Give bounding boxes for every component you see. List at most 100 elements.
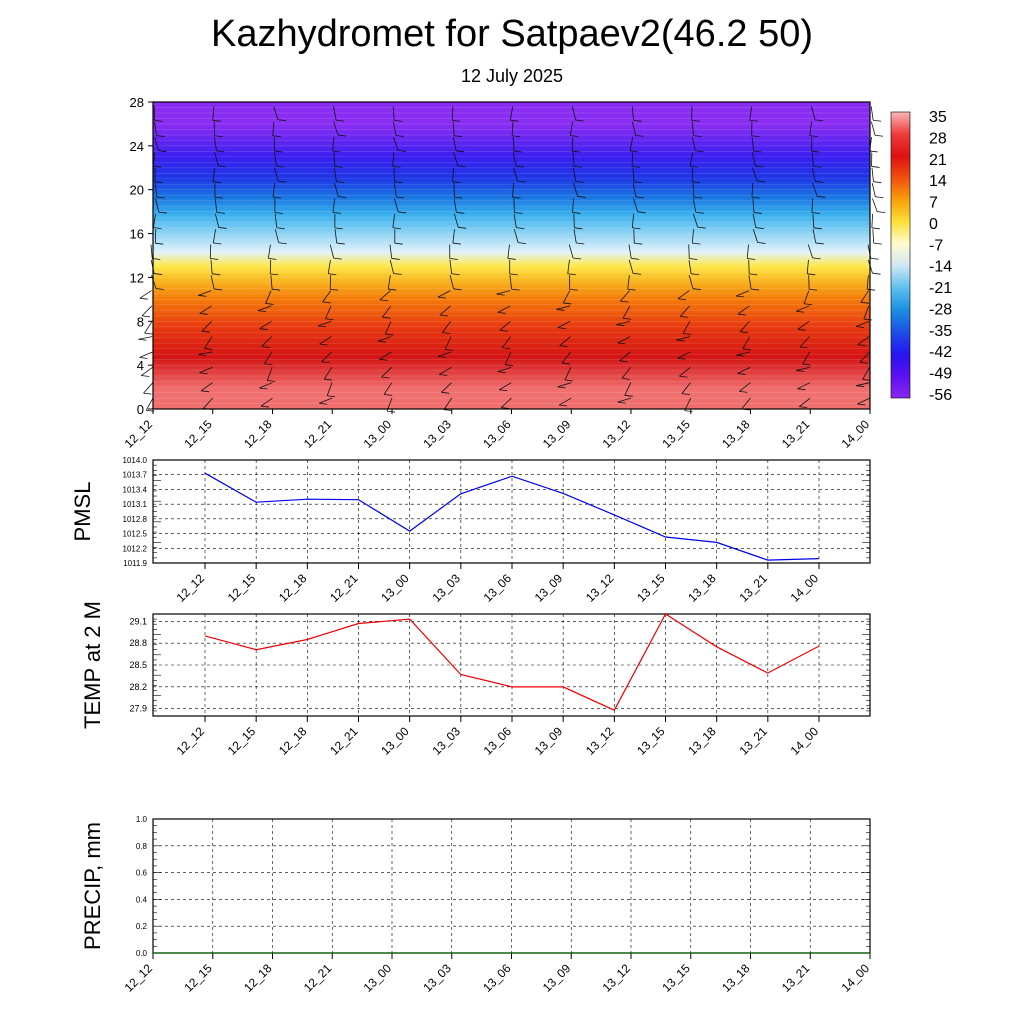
wind-barb [621,367,631,379]
wind-barb-flag [325,318,334,321]
colorbar-label: -35 [929,323,952,340]
wind-barb-flag [155,288,165,290]
pmsl-xtick-label: 12_18 [276,571,310,605]
colorbar-label: -14 [929,259,952,276]
wind-barb-flag [799,406,808,409]
pmsl-ytick-label: 1013.1 [123,500,148,509]
wind-barb-flag [572,150,581,153]
wind-barb-flag [575,181,584,183]
wind-barb-flag [860,301,869,304]
wind-barb-flag [198,294,207,297]
wind-barb [681,382,691,394]
wind-barb [513,213,517,228]
wind-barb [748,275,752,290]
wind-barb-flag [153,165,162,168]
wind-barb [557,382,572,388]
pmsl-xtick-label: 13_03 [429,571,463,605]
wind-barb-flag [322,301,331,304]
wind-barb [573,183,579,197]
wind-barb-flag [809,135,818,137]
pmsl-panel: 1011.9 1012.2 1012.5 1012.8 1013.1 1013.4 1013… [70,456,871,605]
wind-barb-flag [637,211,646,214]
chart-title: Kazhydromet for Satpaev2(46.2 50) [210,13,813,55]
wind-barb-flag [797,328,806,331]
wind-barb [452,229,455,244]
temp2m-xtick-label: 13_12 [583,724,617,758]
wind-barb [629,137,633,151]
wind-barb [138,336,153,340]
wind-barb-flag [510,119,519,122]
wind-barb-flag [317,325,327,328]
wind-barb [620,290,630,302]
wind-barb [329,244,335,259]
colorbar: 35 28 21 14 7 0 -7 -14 -21 -28 -35 -42 -49 -56 [890,109,952,404]
wind-barb-flag [812,257,821,260]
wind-barb-flag [454,196,463,199]
precip-xtick-label: 12_12 [122,961,156,995]
wind-barb [273,152,277,167]
wind-barb-flag [278,180,287,183]
pmsl-ylabel: PMSL [70,482,95,542]
wind-barb [751,137,754,152]
wind-barb-flag [156,135,165,137]
wind-barb-flag [396,196,405,199]
wind-barb-flag [695,211,704,214]
wind-barb-flag [397,150,406,152]
temp2m-frame [152,613,871,717]
wind-barb-flag [737,373,746,375]
wind-barb-flag [797,388,806,391]
wind-barb [562,290,571,304]
wind-barb-flag [631,257,640,260]
wind-barb-flag [633,119,642,122]
wind-barb [449,275,454,289]
wind-barb-flag [693,196,702,199]
temp2m-ytick-label: 28.2 [129,682,147,692]
wind-barb-flag [437,296,447,299]
wind-barb [632,167,635,182]
wind-barb-flag [855,326,865,328]
wind-barb [392,152,395,167]
wind-barb-flag [633,181,643,184]
wind-barb-flag [516,227,525,230]
temp2m-xtick-label: 13_09 [532,724,566,758]
wind-barb-flag [212,119,221,122]
wind-barb-flag [749,119,758,122]
wind-barb-flag [872,272,881,275]
pmsl-ytick-label: 1012.8 [123,515,148,524]
wind-barb [809,121,813,136]
wind-barb [556,305,571,310]
wind-barb-flag [691,273,700,276]
temp2m-ytick-label: 29.1 [129,616,147,626]
wind-barb [453,198,457,213]
wind-barb-flag [437,355,446,358]
precip-xtick-label: 13_09 [540,961,574,995]
wind-barb [141,367,153,376]
wind-barb [871,167,874,182]
heatmap-ytick-label: 12 [130,270,144,285]
wind-barb [394,198,399,213]
wind-barb-flag [796,310,805,313]
wind-barb [263,351,273,364]
wind-barb [751,183,754,198]
wind-barb [449,259,453,274]
pmsl-xtick-label: 13_09 [532,571,566,605]
wind-barb [392,106,395,121]
wind-barb-flag [379,358,388,361]
wind-barb-flag [259,328,268,331]
wind-barb [270,275,273,290]
wind-barb-flag [201,390,210,393]
wind-barb-flag [143,392,152,395]
wind-barb [803,290,810,304]
precip-xtick-label: 13_06 [480,961,514,995]
wind-barb [679,305,690,317]
wind-barb [333,106,337,121]
wind-barb-flag [278,242,287,245]
wind-barb-flag [274,150,283,153]
heatmap-xtick-label: 12_15 [181,417,215,451]
wind-barb-flag [677,357,686,360]
wind-barb [382,305,392,318]
wind-barb-flag [258,310,267,312]
heatmap-xtick-label: 13_18 [719,417,753,451]
heatmap-xtick-label: 13_12 [600,417,634,451]
wind-barb [501,336,512,349]
